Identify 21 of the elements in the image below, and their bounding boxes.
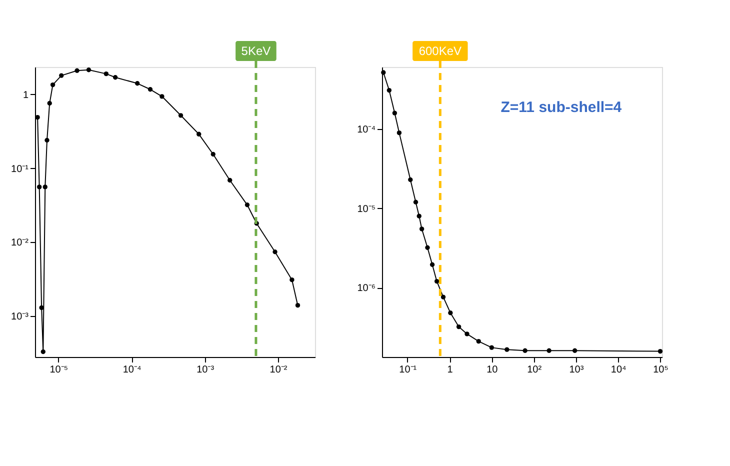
y-tick-label: 10⁻⁵: [357, 204, 376, 215]
x-tick-label: 10⁻⁵: [50, 364, 68, 376]
ref-line-label: 5KeV: [241, 44, 271, 58]
x-tick-label: 10²: [527, 364, 542, 376]
y-tick-label: 10⁻²: [11, 238, 30, 249]
x-tick-label: 10⁵: [653, 364, 668, 376]
annotation: Z=11 sub-shell=4: [500, 99, 622, 116]
x-tick-label: 10⁴: [610, 364, 626, 376]
x-tick-label: 10: [486, 364, 498, 376]
x-tick-label: 10³: [569, 364, 584, 376]
x-tick-label: 10⁻¹: [399, 364, 418, 376]
y-tick-label: 1: [22, 90, 29, 101]
ref-line-label: 600KeV: [418, 44, 462, 58]
y-tick-label: 10⁻¹: [11, 164, 30, 175]
y-tick-label: 10⁻⁴: [357, 124, 376, 136]
y-tick-label: 10⁻³: [11, 312, 30, 323]
x-tick-label: 10⁻⁴: [122, 364, 142, 376]
x-tick-label: 10⁻²: [270, 364, 288, 376]
y-tick-label: 10⁻⁶: [357, 283, 376, 294]
x-tick-label: 10⁻³: [196, 364, 215, 376]
x-tick-label: 1: [447, 364, 454, 376]
